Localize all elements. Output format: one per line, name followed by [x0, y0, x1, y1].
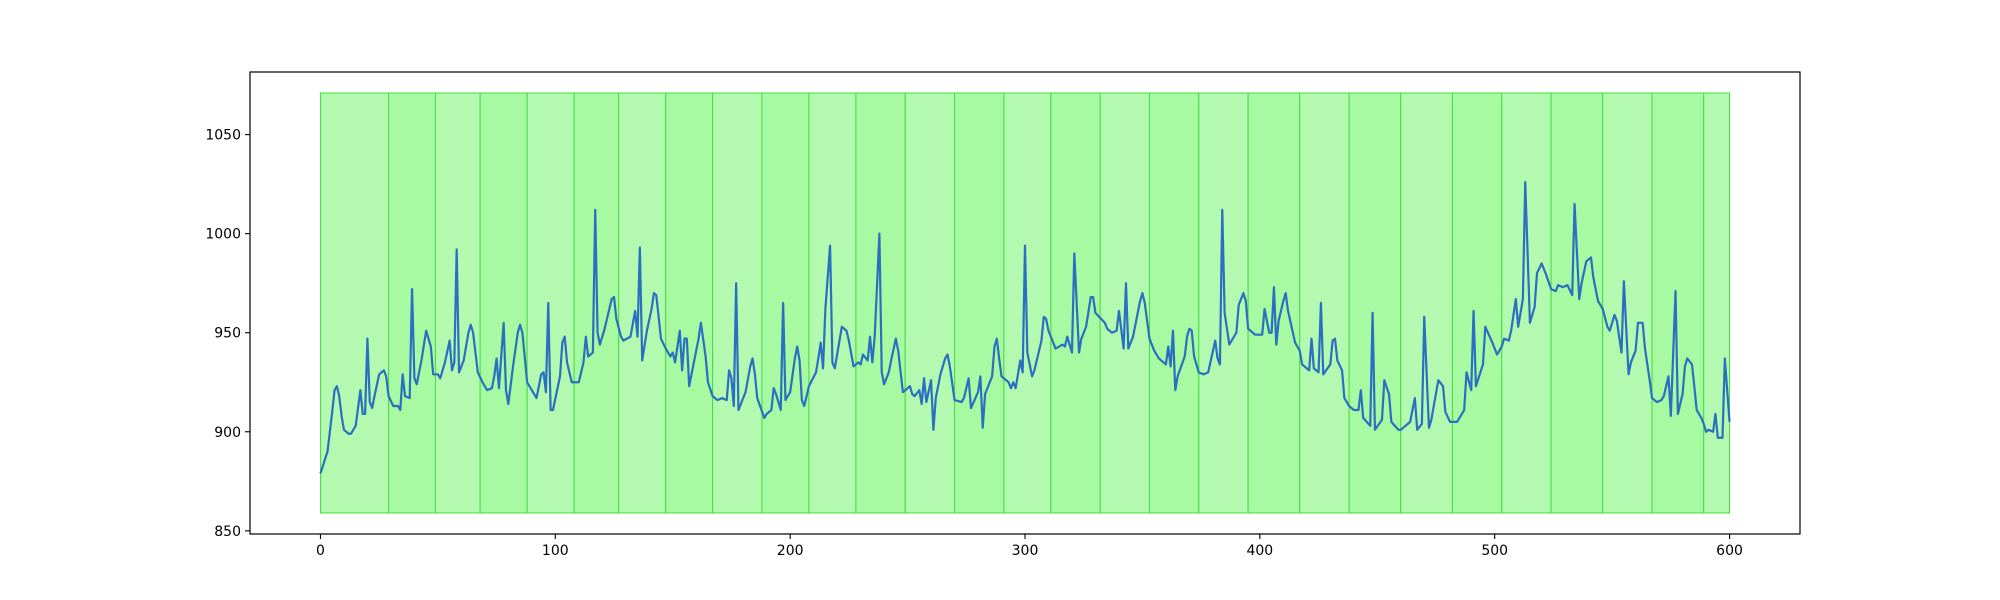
shaded-span [954, 92, 1005, 514]
shaded-span [1451, 92, 1503, 514]
shaded-span [479, 92, 528, 514]
x-tick-label: 500 [1481, 543, 1508, 559]
shaded-span [1550, 92, 1604, 514]
x-tick-label: 400 [1246, 543, 1273, 559]
y-tick-label: 900 [214, 425, 241, 441]
x-tick-label: 200 [777, 543, 804, 559]
shaded-span [1299, 92, 1350, 514]
shaded-span [526, 92, 575, 514]
y-tick-label: 950 [214, 326, 241, 342]
shaded-span [1602, 92, 1653, 514]
shaded-span [808, 92, 857, 514]
shaded-span [665, 92, 714, 514]
x-tick-label: 600 [1716, 543, 1743, 559]
shaded-span [1651, 92, 1705, 514]
data-line [319, 181, 1731, 474]
x-tick-label: 0 [316, 543, 325, 559]
shaded-span [1148, 92, 1200, 514]
y-tick-label: 1000 [205, 227, 241, 243]
shaded-span [1501, 92, 1552, 514]
shaded-span [1400, 92, 1453, 514]
shaded-span [1050, 92, 1101, 514]
shaded-span [1348, 92, 1402, 514]
x-tick-label: 300 [1012, 543, 1039, 559]
shaded-span [904, 92, 956, 514]
x-tick-label: 100 [542, 543, 569, 559]
y-tick-label: 1050 [205, 128, 241, 144]
shaded-span [618, 92, 667, 514]
y-tick-label: 850 [214, 524, 241, 540]
shaded-span [319, 92, 390, 514]
shaded-span [1703, 92, 1731, 514]
shaded-span [761, 92, 810, 514]
